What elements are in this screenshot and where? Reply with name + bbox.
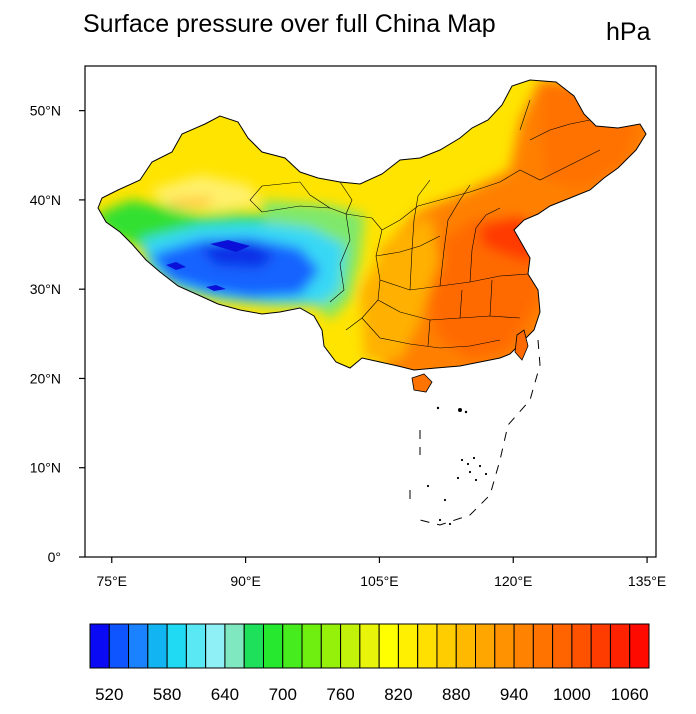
field-deep-blue [200,242,275,268]
province-boundaries [249,99,601,349]
colorbar-label: 940 [500,685,528,704]
lon-tick-label: 120°E [494,573,532,589]
units-label: hPa [606,18,651,46]
longitude-axis: 75°E 90°E 105°E 120°E 135°E [97,557,666,589]
colorbar-label: 520 [95,685,123,704]
colorbar-swatch [532,623,554,669]
latitude-axis: 0° 10°N 20°N 30°N 40°N 50°N [30,103,85,565]
taiwan-island [514,329,529,361]
colorbar-swatch [378,623,399,669]
colorbar-swatch [108,623,130,669]
colorbar-labels: 520 580 640 700 760 820 880 940 1000 1060 [95,685,649,704]
lat-tick-label: 40°N [30,192,61,208]
map-title: Surface pressure over full China Map [83,10,496,38]
colorbar-swatch [185,623,207,669]
colorbar-swatch [147,623,168,669]
lat-tick-label: 0° [48,549,61,565]
colorbar-swatch [89,623,110,669]
field-minimum-c [206,285,226,291]
colorbar-label: 760 [326,685,354,704]
field-amber [360,215,440,360]
colorbar-swatch [243,623,264,669]
lon-tick-label: 90°E [230,573,261,589]
colorbar-label: 1000 [553,685,591,704]
colorbar-swatch [552,623,573,669]
colorbar-swatch [262,623,284,669]
lat-tick-label: 50°N [30,103,61,119]
colorbar-swatch [436,623,457,669]
colorbar [89,623,650,669]
nine-dash-line [409,339,541,526]
colorbar-label: 1060 [611,685,649,704]
colorbar-swatch [166,623,187,669]
field-turpan-low [170,198,215,205]
colorbar-swatch [205,623,226,669]
lon-tick-label: 135°E [628,573,666,589]
field-minimum-b [166,262,186,270]
colorbar-swatch [609,623,631,669]
south-china-sea-islets [426,406,488,526]
colorbar-swatch [282,623,303,669]
lat-tick-label: 10°N [30,460,61,476]
colorbar-swatch [513,623,534,669]
colorbar-swatch [128,623,149,669]
colorbar-swatch [417,623,438,669]
colorbar-swatch [224,623,245,669]
colorbar-swatch [494,623,515,669]
lon-tick-label: 75°E [97,573,128,589]
lon-tick-label: 105°E [360,573,398,589]
lat-tick-label: 20°N [30,370,61,386]
colorbar-swatch [590,623,611,669]
colorbar-swatch [475,623,496,669]
colorbar-label: 640 [211,685,239,704]
field-blue [150,238,320,298]
colorbar-swatch [397,623,419,669]
colorbar-label: 580 [153,685,181,704]
hainan-island [411,373,433,393]
lat-tick-label: 30°N [30,281,61,297]
colorbar-swatch [340,623,361,669]
colorbar-swatch [359,623,380,669]
colorbar-label: 880 [442,685,470,704]
colorbar-swatch [455,623,477,669]
colorbar-swatch [320,623,342,669]
colorbar-swatch [571,623,592,669]
field-minimum-a [210,240,250,252]
colorbar-label: 700 [269,685,297,704]
colorbar-swatch [301,623,322,669]
colorbar-label: 820 [384,685,412,704]
colorbar-swatch [629,623,650,669]
